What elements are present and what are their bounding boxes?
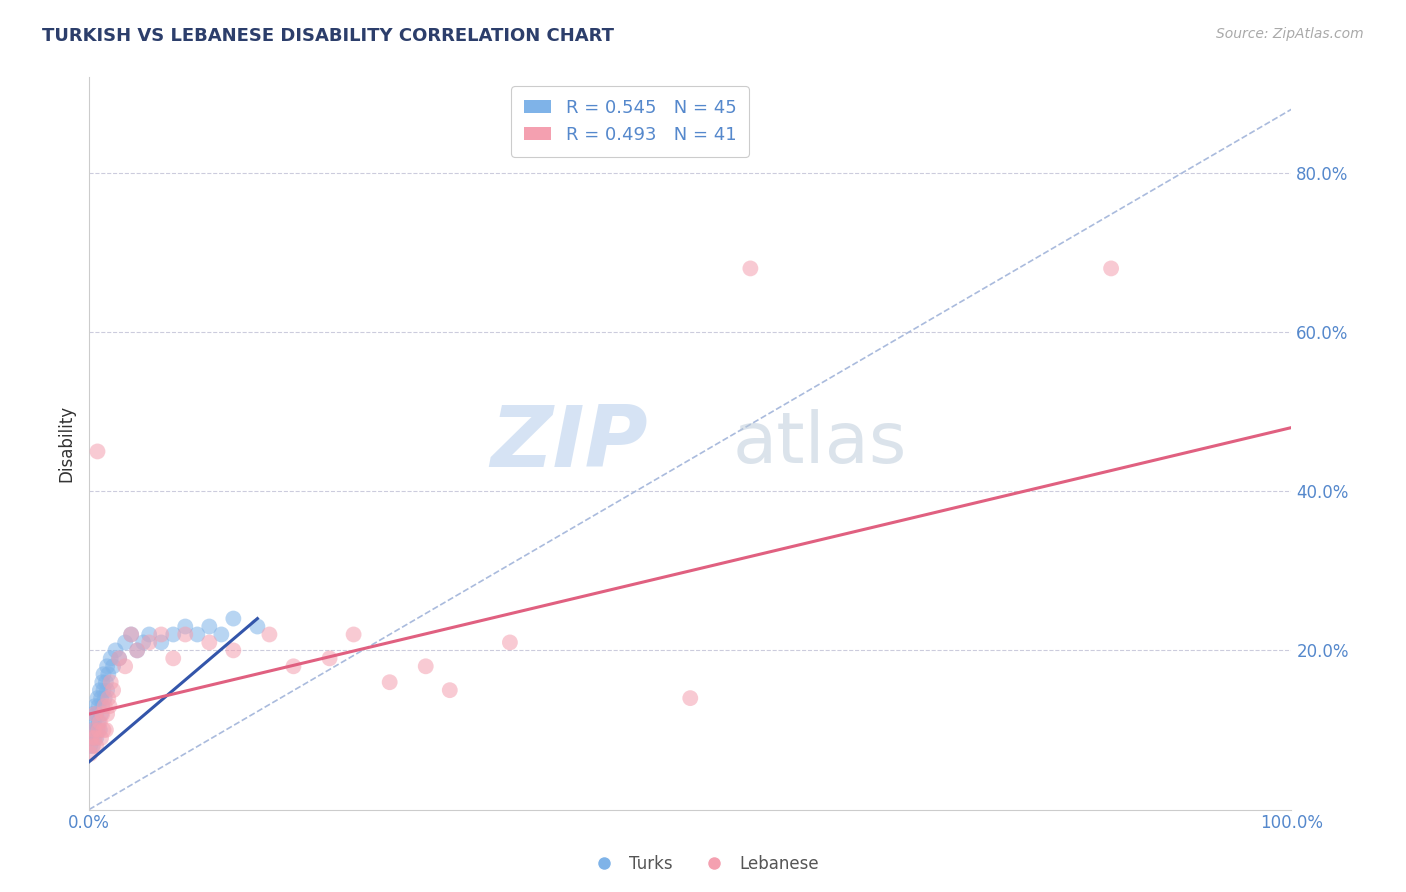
- Point: [87, 699, 110, 714]
- Point: [138, 635, 160, 649]
- Point: [259, 627, 281, 641]
- Point: [90, 691, 112, 706]
- Point: [132, 635, 155, 649]
- Point: [198, 619, 221, 633]
- Point: [342, 627, 364, 641]
- Point: [93, 691, 115, 706]
- Point: [94, 723, 117, 737]
- Point: [87, 714, 110, 729]
- Point: [80, 731, 103, 745]
- Point: [104, 643, 127, 657]
- Point: [150, 635, 173, 649]
- Text: Source: ZipAtlas.com: Source: ZipAtlas.com: [1216, 27, 1364, 41]
- Point: [86, 691, 108, 706]
- Point: [90, 707, 112, 722]
- Point: [318, 651, 340, 665]
- Text: atlas: atlas: [733, 409, 907, 478]
- Point: [162, 651, 184, 665]
- Point: [283, 659, 305, 673]
- Point: [84, 739, 107, 753]
- Point: [378, 675, 401, 690]
- Point: [108, 651, 131, 665]
- Point: [127, 643, 149, 657]
- Point: [84, 731, 107, 745]
- Point: [83, 723, 105, 737]
- Point: [222, 611, 245, 625]
- Point: [80, 723, 103, 737]
- Point: [82, 739, 104, 753]
- Point: [96, 683, 118, 698]
- Point: [93, 699, 115, 714]
- Y-axis label: Disability: Disability: [58, 405, 75, 482]
- Point: [127, 643, 149, 657]
- Point: [94, 675, 117, 690]
- Point: [174, 627, 197, 641]
- Point: [120, 627, 142, 641]
- Point: [87, 723, 110, 737]
- Point: [89, 714, 111, 729]
- Point: [82, 707, 104, 722]
- Point: [209, 627, 232, 641]
- Point: [80, 731, 103, 745]
- Point: [93, 667, 115, 681]
- Legend: Turks, Lebanese: Turks, Lebanese: [581, 848, 825, 880]
- Point: [1099, 261, 1122, 276]
- Point: [83, 731, 105, 745]
- Point: [93, 683, 115, 698]
- Point: [150, 627, 173, 641]
- Point: [198, 635, 221, 649]
- Point: [186, 627, 208, 641]
- Point: [84, 731, 107, 745]
- Point: [120, 627, 142, 641]
- Point: [91, 675, 114, 690]
- Point: [679, 691, 702, 706]
- Point: [79, 747, 101, 761]
- Point: [91, 707, 114, 722]
- Point: [82, 739, 104, 753]
- Point: [90, 731, 112, 745]
- Point: [97, 667, 120, 681]
- Point: [114, 659, 136, 673]
- Point: [499, 635, 522, 649]
- Text: ZIP: ZIP: [491, 402, 648, 485]
- Point: [100, 651, 122, 665]
- Point: [97, 691, 120, 706]
- Point: [246, 619, 269, 633]
- Point: [98, 699, 121, 714]
- Point: [83, 714, 105, 729]
- Point: [100, 675, 122, 690]
- Point: [89, 723, 111, 737]
- Point: [162, 627, 184, 641]
- Point: [84, 707, 107, 722]
- Point: [96, 707, 118, 722]
- Point: [114, 635, 136, 649]
- Text: TURKISH VS LEBANESE DISABILITY CORRELATION CHART: TURKISH VS LEBANESE DISABILITY CORRELATI…: [42, 27, 614, 45]
- Point: [101, 683, 124, 698]
- Point: [84, 699, 107, 714]
- Point: [174, 619, 197, 633]
- Legend: R = 0.545   N = 45, R = 0.493   N = 41: R = 0.545 N = 45, R = 0.493 N = 41: [512, 87, 749, 157]
- Point: [79, 739, 101, 753]
- Point: [84, 707, 107, 722]
- Point: [138, 627, 160, 641]
- Point: [222, 643, 245, 657]
- Point: [415, 659, 437, 673]
- Point: [740, 261, 762, 276]
- Point: [84, 723, 107, 737]
- Point: [91, 699, 114, 714]
- Point: [108, 651, 131, 665]
- Point: [89, 683, 111, 698]
- Point: [86, 444, 108, 458]
- Point: [86, 723, 108, 737]
- Point: [93, 723, 115, 737]
- Point: [439, 683, 461, 698]
- Point: [96, 659, 118, 673]
- Point: [101, 659, 124, 673]
